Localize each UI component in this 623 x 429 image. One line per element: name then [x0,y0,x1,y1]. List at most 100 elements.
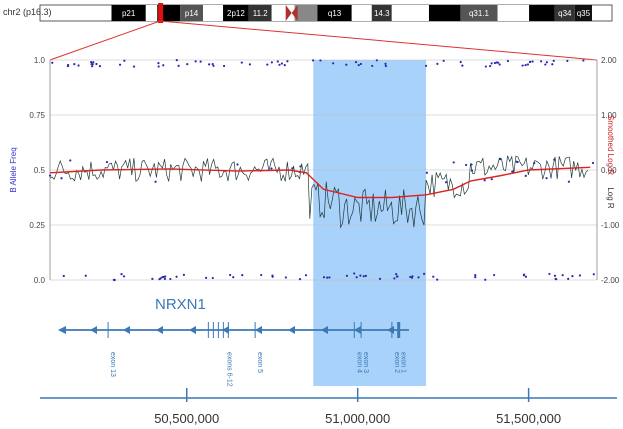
baf-point [271,274,274,277]
baf-point [524,174,527,177]
ideogram-band-label: 14.3 [374,9,390,18]
baf-point [84,274,87,277]
exon-label: exon 4 [355,352,362,373]
deletion-region [313,60,427,386]
ideogram-band [203,5,224,21]
baf-point [578,274,581,277]
right-axis-title-smoothed: Smoothed Log R [606,115,615,175]
ideogram-band [574,5,592,21]
baf-point [328,276,331,279]
baf-point [326,276,329,279]
right-tick-label: -2.00 [601,276,620,285]
baf-point [298,277,302,281]
baf-point [515,160,518,163]
baf-point [240,61,243,64]
gene-arrow [156,326,163,334]
baf-point [51,61,54,64]
baf-point [154,180,157,183]
ideogram-band [460,5,498,21]
baf-point [545,61,548,64]
plot-area: 0.0 0.25 0.5 0.75 1.0 -2.00 -1.00 0.00 1.00 2.00 [29,56,620,386]
baf-point [571,275,574,278]
baf-point [276,60,279,63]
baf-point [345,274,349,277]
baf-point [464,163,468,167]
baf-point [498,63,501,66]
baf-point [417,276,420,279]
baf-point [436,62,439,65]
baf-point [211,276,214,280]
gene-arrow [288,326,295,334]
baf-point [384,64,387,68]
ideogram-band-label: q35 [577,9,591,18]
gene-name: NRXN1 [155,296,206,313]
x-tick-label: 51,500,000 [496,411,561,426]
baf-point [425,171,428,174]
baf-point [357,63,360,67]
left-tick-label: 0.75 [29,111,45,120]
smoothed-logr-line [49,166,591,199]
zoom-line-right [160,20,598,61]
baf-point [151,277,154,281]
baf-point [48,174,52,177]
baf-point [375,59,378,62]
baf-point [157,65,160,68]
baf-point [522,273,526,276]
right-tick-label: 0.00 [601,166,617,175]
baf-point [169,277,172,281]
baf-point [528,60,532,64]
baf-point [355,276,358,279]
ideogram-band [271,5,295,21]
baf-point [283,64,286,67]
ideogram-band-label: 11.2 [253,9,269,18]
baf-point [132,65,136,68]
left-tick-label: 0.0 [34,276,46,285]
baf-point [236,163,239,166]
gene-arrow [90,326,97,334]
baf-point [544,63,547,66]
baf-point [205,276,208,279]
right-tick-label: 2.00 [601,56,617,65]
ideogram-band [529,5,555,21]
zoom-line-left [49,20,161,61]
baf-point [77,64,80,67]
baf-point [483,179,486,182]
baf-point [474,274,477,277]
gene-arrow [123,326,130,334]
baf-point [436,278,439,281]
baf-point [452,161,455,164]
baf-point [371,64,374,68]
exon-label: exon 13 [109,352,116,377]
baf-point [567,277,570,280]
ideogram-band-label: q13 [328,9,342,18]
ideogram-band [223,5,249,21]
ideogram-band [145,5,158,21]
gene-arrow [189,326,196,334]
baf-point [424,64,428,67]
baf-point [496,61,500,64]
baf-point [524,63,527,67]
baf-point [211,62,214,66]
baf-point [186,62,189,66]
exon-label: exon 3 [362,352,369,373]
baf-point [540,60,543,63]
baf-point [319,59,322,62]
baf-point [92,61,95,64]
gene-arrow [222,326,229,334]
baf-point [212,64,215,67]
baf-point [582,59,585,62]
baf-point [260,273,263,277]
baf-point [90,60,93,64]
baf-point [112,278,116,281]
baf-point [304,274,308,277]
baf-point [270,61,273,64]
baf-point [194,60,197,63]
baf-point [545,177,548,180]
baf-point [322,276,326,279]
baf-point [270,167,273,170]
baf-point [354,61,358,64]
left-tick-label: 0.5 [34,166,46,175]
baf-point [511,170,514,173]
baf-point [284,276,287,279]
